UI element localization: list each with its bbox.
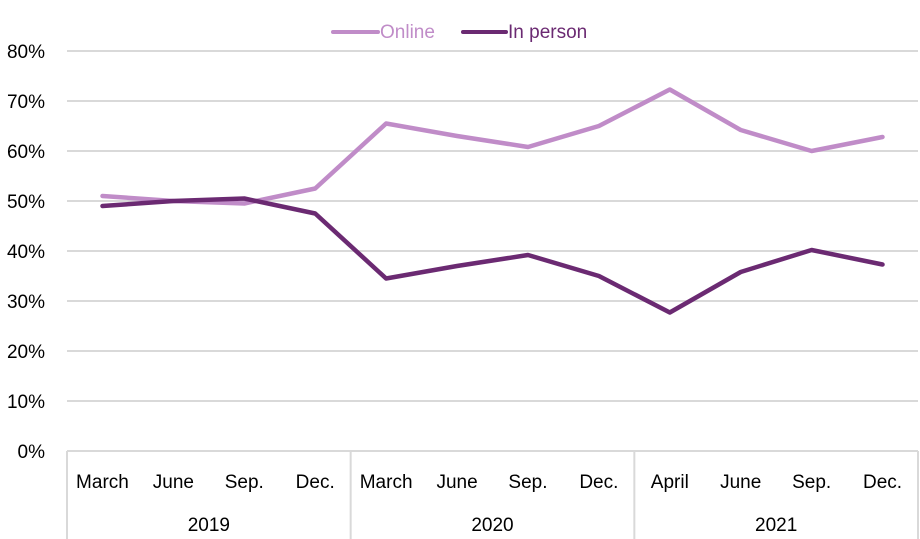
x-tick-label: Dec. bbox=[579, 472, 618, 493]
x-tick-label: Sep. bbox=[792, 472, 831, 493]
legend-label-online: Online bbox=[380, 22, 435, 43]
y-axis-tick-labels: 0% 10% 20% 30% 40% 50% 60% 70% 80% bbox=[7, 42, 45, 463]
x-tick-label: Sep. bbox=[225, 472, 264, 493]
x-tick-label: March bbox=[76, 472, 129, 493]
x-tick-label: April bbox=[651, 472, 689, 493]
gridlines bbox=[67, 50, 918, 402]
x-axis: March June Sep. Dec. March June Sep. Dec. April J… bbox=[66, 450, 919, 539]
legend-label-in-person: In person bbox=[508, 22, 587, 43]
y-tick-label: 60% bbox=[7, 142, 45, 163]
y-tick-label: 10% bbox=[7, 392, 45, 413]
y-tick-label: 80% bbox=[7, 42, 45, 63]
series-line-online bbox=[100, 87, 885, 206]
group-label: 2019 bbox=[188, 515, 230, 536]
y-tick-label: 20% bbox=[7, 342, 45, 363]
x-tick-label: Dec. bbox=[863, 472, 902, 493]
series-line-in-person bbox=[100, 196, 885, 315]
y-tick-label: 50% bbox=[7, 192, 45, 213]
legend: Online In person bbox=[331, 22, 587, 43]
y-tick-label: 70% bbox=[7, 92, 45, 113]
x-tick-label: June bbox=[720, 472, 761, 493]
y-tick-label: 0% bbox=[18, 442, 46, 463]
y-tick-label: 40% bbox=[7, 242, 45, 263]
group-label: 2021 bbox=[755, 515, 797, 536]
y-tick-label: 30% bbox=[7, 292, 45, 313]
x-tick-label: June bbox=[436, 472, 477, 493]
x-tick-label: June bbox=[153, 472, 194, 493]
series-lines bbox=[100, 87, 885, 315]
group-label: 2020 bbox=[471, 515, 513, 536]
x-tick-label: Dec. bbox=[296, 472, 335, 493]
x-tick-label: March bbox=[360, 472, 413, 493]
x-tick-label: Sep. bbox=[508, 472, 547, 493]
